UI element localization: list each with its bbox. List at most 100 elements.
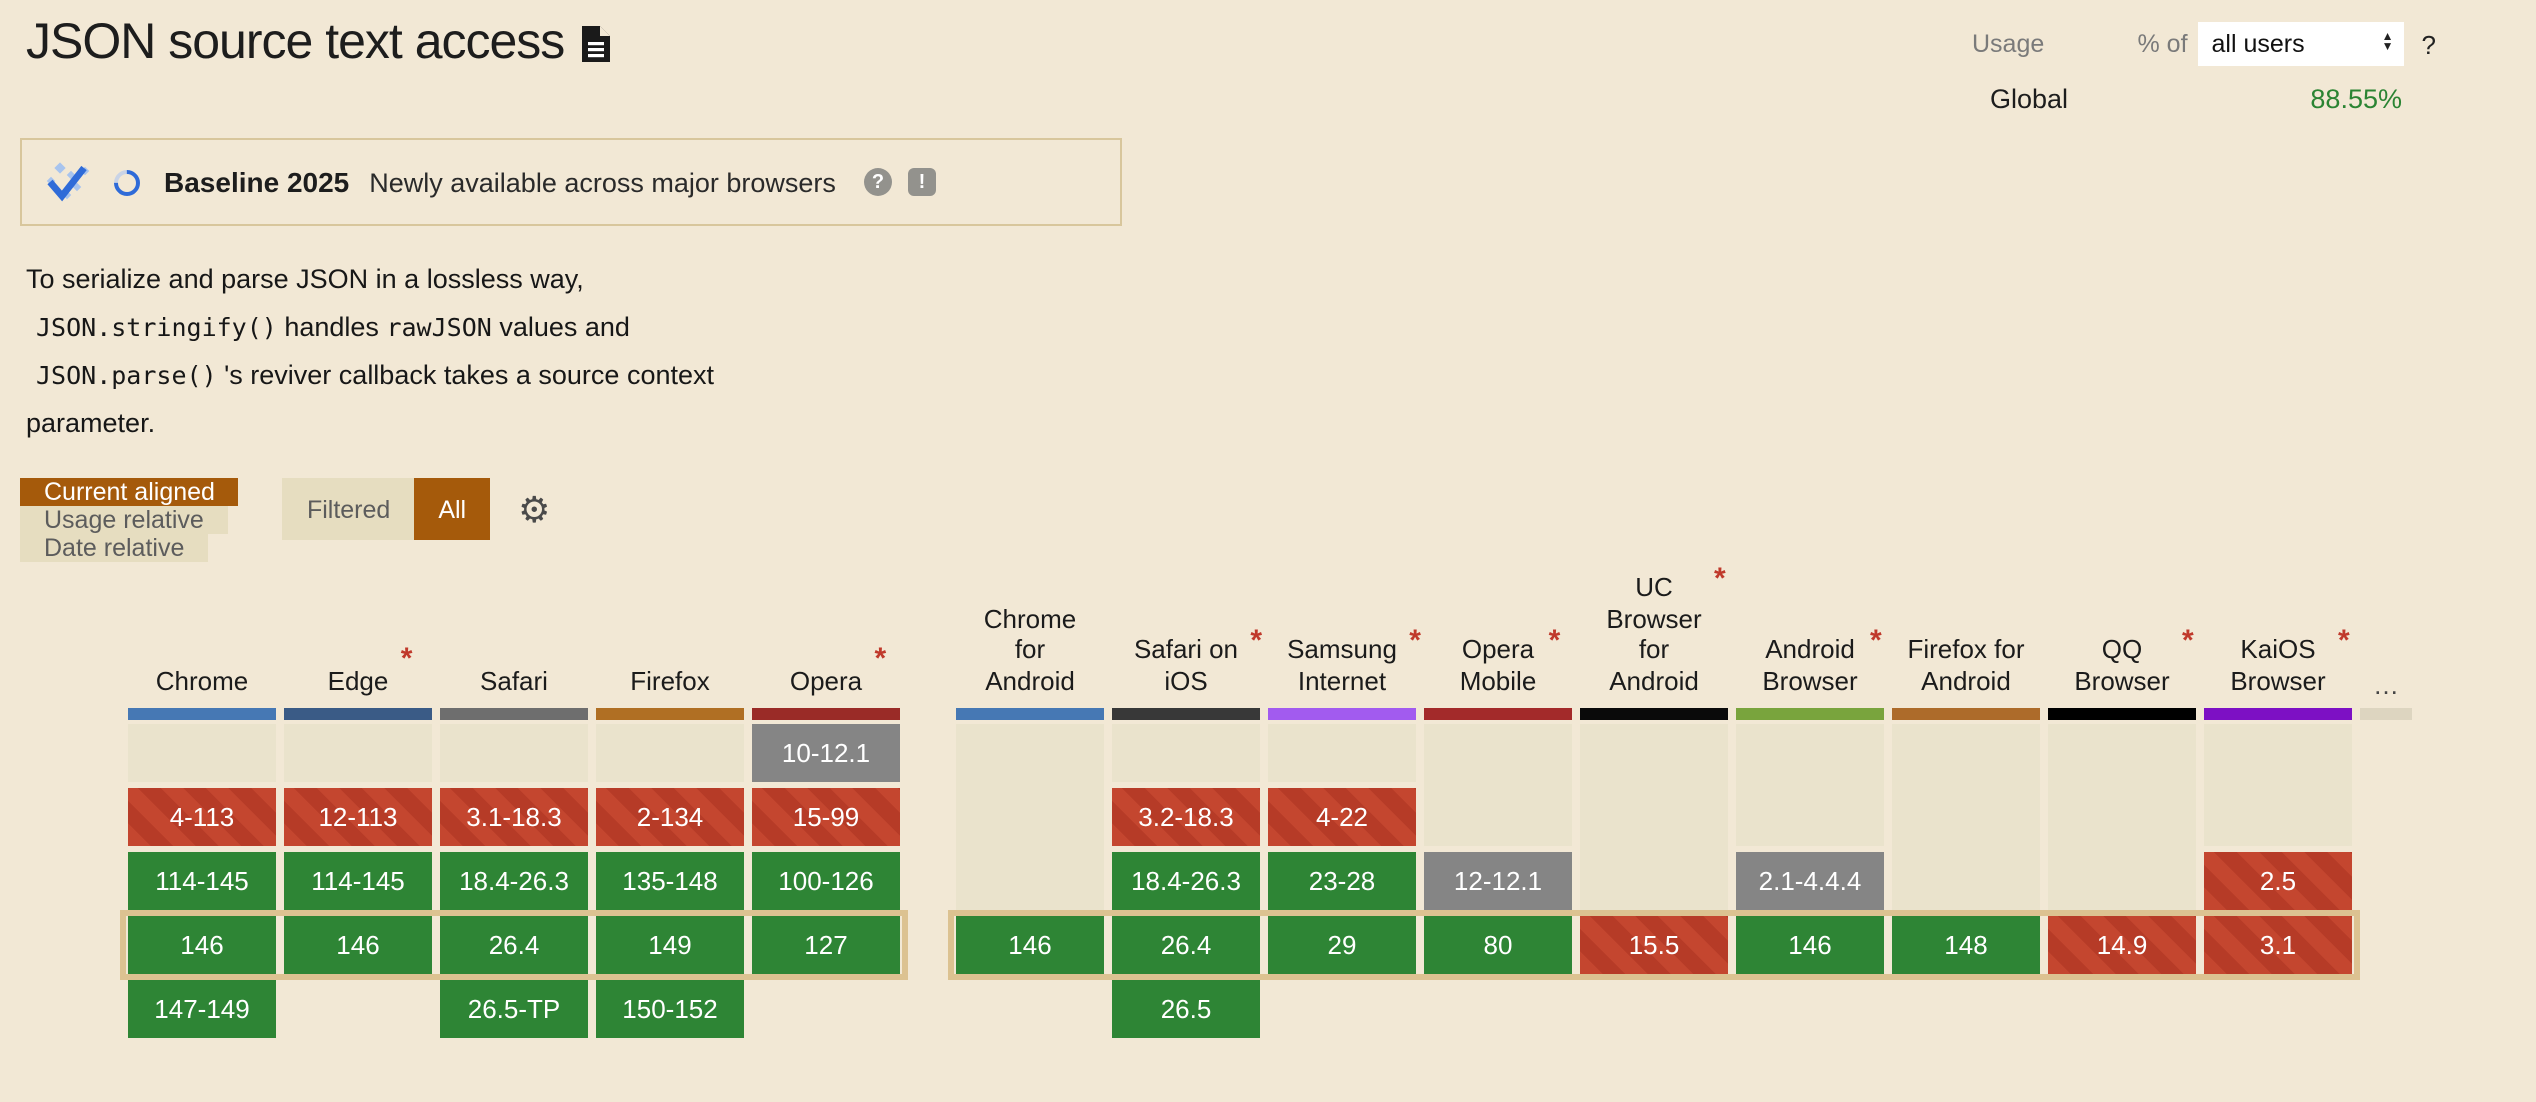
support-cell[interactable]: 26.5-TP bbox=[440, 980, 588, 1038]
support-cell[interactable]: 114-145 bbox=[284, 852, 432, 910]
baseline-badge-label: Baseline 2025 bbox=[164, 166, 350, 198]
support-cell-current[interactable]: 149 bbox=[596, 916, 744, 974]
settings-gear-icon[interactable]: ⚙ bbox=[518, 489, 551, 529]
support-cell[interactable]: 150-152 bbox=[596, 980, 744, 1038]
browser-name: Opera * bbox=[789, 641, 887, 695]
browser-color-bar bbox=[596, 708, 744, 720]
support-cell[interactable]: 10-12.1 bbox=[752, 724, 900, 782]
support-cell-current[interactable]: 127 bbox=[752, 916, 900, 974]
toolbar-button-all[interactable]: All bbox=[414, 478, 491, 540]
support-cell[interactable]: 147-149 bbox=[128, 980, 276, 1038]
browser-header-opera: Opera * bbox=[752, 552, 900, 708]
browser-header-chrome-for-android: Chrome for Android bbox=[956, 552, 1104, 708]
browser-color-bar bbox=[440, 708, 588, 720]
browser-name: Samsung Internet * bbox=[1287, 624, 1421, 695]
browser-color-bar bbox=[1112, 708, 1260, 720]
support-cell[interactable]: 26.5 bbox=[1112, 980, 1260, 1038]
support-cell-current[interactable]: 29 bbox=[1268, 916, 1416, 974]
support-cell-current[interactable]: 146 bbox=[284, 916, 432, 974]
usage-note-asterisk[interactable]: * bbox=[400, 641, 413, 675]
browser-column-qq-browser: QQ Browser * 14.9 bbox=[2048, 552, 2196, 1044]
support-cell[interactable]: 2.1-4.4.4 bbox=[1736, 852, 1884, 910]
browser-color-bar bbox=[128, 708, 276, 720]
browser-header-chrome: Chrome bbox=[128, 552, 276, 708]
usage-note-asterisk[interactable]: * bbox=[1870, 624, 1882, 658]
support-cell[interactable]: 12-113 bbox=[284, 788, 432, 846]
browser-name: QQ Browser * bbox=[2074, 624, 2194, 695]
browser-header-safari-on-ios: Safari on iOS * bbox=[1112, 552, 1263, 708]
usage-note-asterisk[interactable]: * bbox=[2338, 624, 2350, 658]
browser-column-safari: Safari 3.1-18.3 18.4-26.3 26.4 26.5-TP bbox=[440, 552, 588, 1044]
support-cell[interactable]: 3.2-18.3 bbox=[1112, 788, 1260, 846]
usage-note-asterisk[interactable]: * bbox=[2182, 624, 2194, 658]
usage-note-asterisk[interactable]: * bbox=[1714, 562, 1726, 596]
more-browsers-label[interactable]: … bbox=[2373, 670, 2399, 700]
usage-note-asterisk[interactable]: * bbox=[874, 641, 887, 675]
support-cell bbox=[1424, 724, 1572, 846]
support-cell-current[interactable]: 80 bbox=[1424, 916, 1572, 974]
support-cell-current[interactable]: 26.4 bbox=[1112, 916, 1260, 974]
usage-note-asterisk[interactable]: * bbox=[1409, 624, 1421, 658]
document-icon[interactable] bbox=[582, 25, 611, 61]
toolbar-button-current-aligned[interactable]: Current aligned bbox=[20, 478, 239, 506]
browser-column-samsung-internet: Samsung Internet * 4-22 23-28 29 bbox=[1268, 552, 1421, 1044]
support-cell[interactable]: 135-148 bbox=[596, 852, 744, 910]
text-span: To serialize and parse JSON in a lossles… bbox=[26, 264, 584, 294]
global-usage-value: 88.55% bbox=[2310, 83, 2402, 113]
description-line: JSON.parse() 's reviver callback takes a… bbox=[26, 352, 1146, 400]
browser-header-edge: Edge * bbox=[284, 552, 432, 708]
support-cell-current[interactable]: 146 bbox=[956, 916, 1104, 974]
support-cell-current[interactable]: 3.1 bbox=[2204, 916, 2352, 974]
toolbar-button-usage-relative[interactable]: Usage relative bbox=[20, 506, 228, 534]
support-cell[interactable]: 2.5 bbox=[2204, 852, 2352, 910]
support-cell[interactable]: 2-134 bbox=[596, 788, 744, 846]
support-cell-current[interactable]: 26.4 bbox=[440, 916, 588, 974]
browser-column-opera: Opera * 10-12.1 15-99 100-126 127 bbox=[752, 552, 900, 1044]
support-group-desktop: Chrome 4-113 114-145 146 147-149 Edge * 12-113 1… bbox=[120, 552, 908, 1044]
toolbar-button-date-relative[interactable]: Date relative bbox=[20, 534, 209, 562]
description-line: To serialize and parse JSON in a lossles… bbox=[26, 256, 1146, 304]
support-cell-current[interactable]: 146 bbox=[128, 916, 276, 974]
support-cell-current[interactable]: 146 bbox=[1736, 916, 1884, 974]
toolbar-button-filtered[interactable]: Filtered bbox=[282, 478, 415, 540]
browser-column-firefox-for-android: Firefox for Android 148 bbox=[1892, 552, 2040, 1044]
support-cell-current[interactable]: 15.5 bbox=[1580, 916, 1728, 974]
usage-source-select[interactable]: all users ▲ ▼ bbox=[2197, 22, 2404, 66]
browser-name: Safari on iOS * bbox=[1133, 624, 1263, 695]
global-usage-label: Global bbox=[1990, 83, 2069, 113]
browser-header-samsung-internet: Samsung Internet * bbox=[1268, 552, 1421, 708]
baseline-feedback-icon[interactable]: ! bbox=[907, 168, 936, 196]
usage-note-asterisk[interactable]: * bbox=[1250, 624, 1263, 658]
support-cell bbox=[1112, 724, 1260, 782]
support-cell bbox=[2048, 724, 2196, 910]
page-header: JSON source text access Usage % of all u… bbox=[0, 0, 2536, 113]
browser-color-bar bbox=[1424, 708, 1572, 720]
browser-name: Chrome bbox=[155, 665, 249, 695]
browser-header-kaios-browser: KaiOS Browser * bbox=[2204, 552, 2352, 708]
browser-column-chrome: Chrome 4-113 114-145 146 147-149 bbox=[128, 552, 276, 1044]
browser-column-firefox: Firefox 2-134 135-148 149 150-152 bbox=[596, 552, 744, 1044]
browser-color-bar bbox=[1736, 708, 1884, 720]
support-cell[interactable]: 114-145 bbox=[128, 852, 276, 910]
usage-help-link[interactable]: ? bbox=[2421, 29, 2436, 59]
support-cell[interactable]: 18.4-26.3 bbox=[1112, 852, 1260, 910]
baseline-help-icon[interactable]: ? bbox=[863, 168, 892, 196]
support-cell[interactable]: 3.1-18.3 bbox=[440, 788, 588, 846]
browser-column-safari-on-ios: Safari on iOS * 3.2-18.3 18.4-26.3 26.4 26.5 bbox=[1112, 552, 1263, 1044]
support-cell[interactable]: 100-126 bbox=[752, 852, 900, 910]
support-cell-current[interactable]: 148 bbox=[1892, 916, 2040, 974]
support-cell[interactable]: 15-99 bbox=[752, 788, 900, 846]
support-cell[interactable]: 12-12.1 bbox=[1424, 852, 1572, 910]
support-cell[interactable]: 4-113 bbox=[128, 788, 276, 846]
browser-column-edge: Edge * 12-113 114-145 146 bbox=[284, 552, 432, 1044]
support-cell[interactable]: 4-22 bbox=[1268, 788, 1416, 846]
usage-note-asterisk[interactable]: * bbox=[1548, 624, 1561, 658]
support-cell bbox=[1892, 724, 2040, 910]
support-group-mobile: Chrome for Android 146 Safari on iOS * 3.2-1… bbox=[948, 552, 2420, 1044]
more-browsers-column[interactable]: … bbox=[2360, 552, 2412, 1044]
usage-source-value: all users bbox=[2211, 30, 2305, 58]
support-cell[interactable]: 18.4-26.3 bbox=[440, 852, 588, 910]
support-cell-current[interactable]: 14.9 bbox=[2048, 916, 2196, 974]
browser-name: Edge * bbox=[327, 641, 413, 695]
support-cell[interactable]: 23-28 bbox=[1268, 852, 1416, 910]
